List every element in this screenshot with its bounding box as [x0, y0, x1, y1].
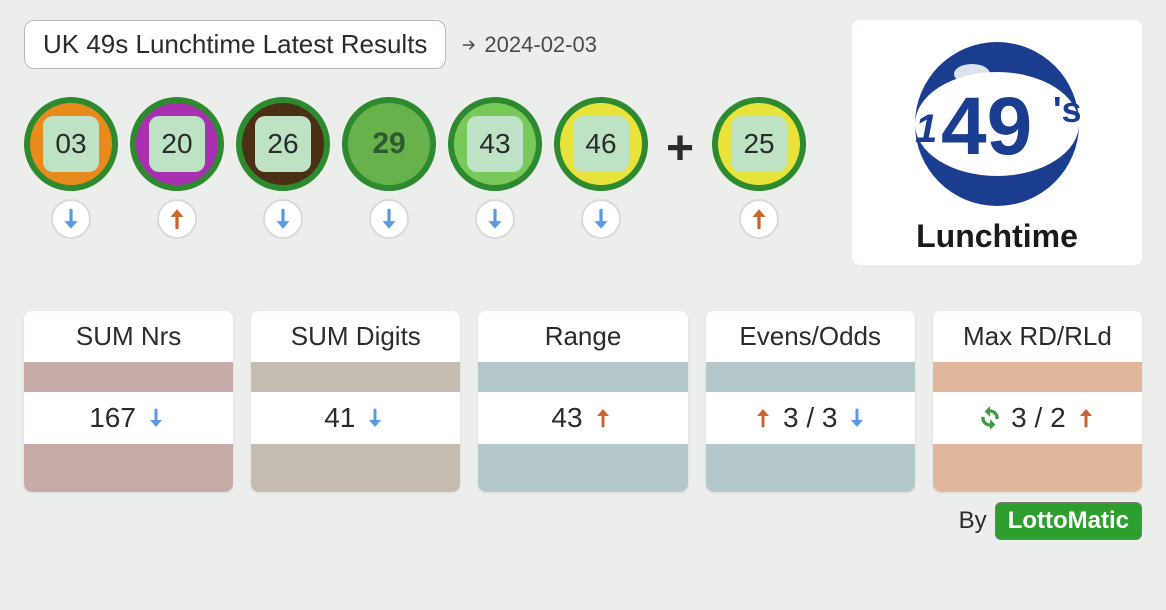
stat-title: Max RD/RLd [933, 311, 1142, 362]
stat-band [706, 444, 915, 492]
ball-number-chip: 26 [255, 116, 311, 172]
trend-indicator [369, 199, 409, 239]
stat-band [933, 362, 1142, 392]
stat-card-1: SUM Digits 41 [251, 311, 460, 492]
title-chip[interactable]: UK 49s Lunchtime Latest Results [24, 20, 446, 69]
stat-band [24, 362, 233, 392]
main-ball-1: 20 [130, 97, 224, 239]
brand-chip[interactable]: LottoMatic [995, 502, 1142, 540]
stat-value-row: 3 / 2 [933, 392, 1142, 444]
stat-title: Evens/Odds [706, 311, 915, 362]
lottery-ball: 46 [554, 97, 648, 191]
lottery-ball: 25 [712, 97, 806, 191]
stat-value: 167 [89, 402, 136, 434]
main-ball-3: 29 [342, 97, 436, 239]
stat-band [706, 362, 915, 392]
lottery-ball: 43 [448, 97, 542, 191]
svg-text:'s: 's [1053, 89, 1082, 130]
stat-card-4: Max RD/RLd 3 / 2 [933, 311, 1142, 492]
balls-row: 03 20 26 29 43 [24, 97, 852, 239]
trend-indicator [263, 199, 303, 239]
main-ball-4: 43 [448, 97, 542, 239]
svg-text:49: 49 [941, 81, 1032, 172]
ball-number-chip: 20 [149, 116, 205, 172]
ball-number-chip: 43 [467, 116, 523, 172]
stat-value: 3 / 2 [1011, 402, 1065, 434]
arrow-right-icon [460, 36, 478, 54]
main-ball-0: 03 [24, 97, 118, 239]
trend-indicator [739, 199, 779, 239]
stat-card-0: SUM Nrs 167 [24, 311, 233, 492]
trend-indicator [51, 199, 91, 239]
stat-card-2: Range 43 [478, 311, 687, 492]
stat-band [478, 362, 687, 392]
stat-band [478, 444, 687, 492]
stat-band [251, 362, 460, 392]
stat-title: Range [478, 311, 687, 362]
logo-box: 1 49 's Lunchtime [852, 20, 1142, 265]
stat-value: 3 / 3 [783, 402, 837, 434]
lottery-ball: 26 [236, 97, 330, 191]
stat-value-row: 3 / 3 [706, 392, 915, 444]
svg-text:1: 1 [915, 107, 937, 151]
stats-row: SUM Nrs 167 SUM Digits 41 Range 43 Evens… [24, 311, 1142, 492]
lottery-ball: 29 [342, 97, 436, 191]
stat-value-row: 41 [251, 392, 460, 444]
main-ball-2: 26 [236, 97, 330, 239]
ball-number-chip: 03 [43, 116, 99, 172]
stat-value-row: 43 [478, 392, 687, 444]
lottery-ball-icon: 1 49 's [897, 34, 1097, 214]
bonus-ball: 25 [712, 97, 806, 239]
footer: By LottoMatic [24, 502, 1142, 540]
draw-date: 2024-02-03 [460, 32, 597, 58]
trend-indicator [581, 199, 621, 239]
lottery-ball: 03 [24, 97, 118, 191]
plus-separator: + [666, 121, 694, 176]
header-row: UK 49s Lunchtime Latest Results 2024-02-… [24, 20, 852, 69]
ball-number-text: 29 [372, 127, 405, 161]
stat-band [24, 444, 233, 492]
trend-indicator [475, 199, 515, 239]
stat-title: SUM Digits [251, 311, 460, 362]
stat-band [933, 444, 1142, 492]
main-ball-5: 46 [554, 97, 648, 239]
stat-value: 41 [324, 402, 355, 434]
ball-number-chip: 25 [731, 116, 787, 172]
logo-label: Lunchtime [916, 218, 1078, 255]
stat-value: 43 [551, 402, 582, 434]
trend-indicator [157, 199, 197, 239]
stat-band [251, 444, 460, 492]
stat-title: SUM Nrs [24, 311, 233, 362]
ball-number-chip: 46 [573, 116, 629, 172]
footer-by: By [959, 507, 987, 535]
lottery-ball: 20 [130, 97, 224, 191]
stat-value-row: 167 [24, 392, 233, 444]
stat-card-3: Evens/Odds 3 / 3 [706, 311, 915, 492]
